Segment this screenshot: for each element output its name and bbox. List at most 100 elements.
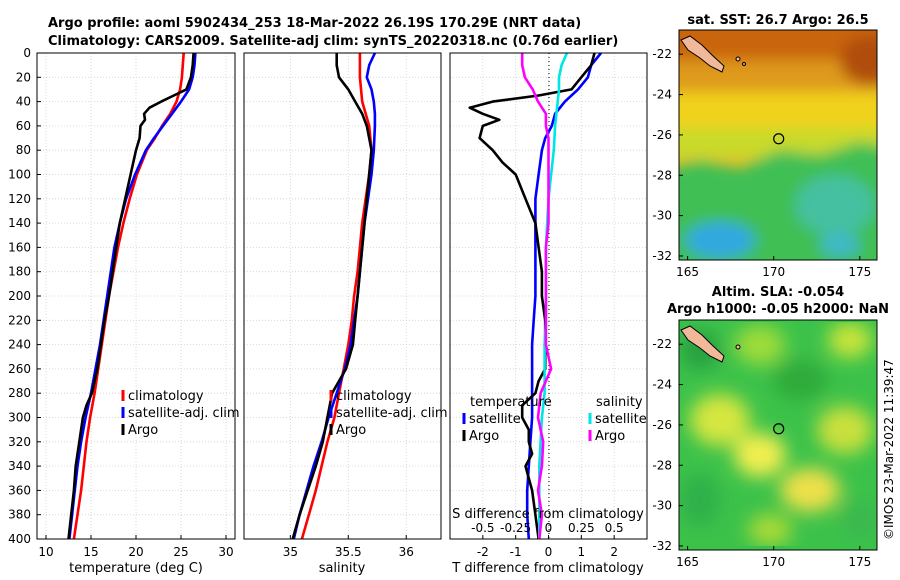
map-x-tick-label: 175 <box>848 555 871 569</box>
x-tick-label: -2 <box>477 545 489 559</box>
map-x-tick-label: 170 <box>762 265 785 279</box>
sla-profile-marker <box>773 423 785 435</box>
y-tick-label: 360 <box>8 483 31 497</box>
map-y-tick-label: -24 <box>652 88 672 102</box>
sst-map: sat. SST: 26.7 Argo: 26.5 165 170 175 -22 -… <box>652 13 878 279</box>
map-y-tick-label: -26 <box>652 418 672 432</box>
salinity-diff-tick-label: 0 <box>545 521 553 535</box>
sla-y-ticks: -22 -24 -26 -28 -30 -32 <box>652 337 683 553</box>
legend-label: satellite-adj. clim <box>128 406 240 421</box>
legend-title: salinity <box>596 395 643 410</box>
timestamp: ©IMOS 23-Mar-2022 11:39:47 <box>882 359 896 540</box>
salinity-diff-legend: salinity satellite Argo <box>588 395 647 444</box>
map-x-tick-label: 170 <box>762 555 785 569</box>
series-line-satellite-adj-clim <box>68 52 197 540</box>
salinity-diff-tick-label: -0.5 <box>471 521 494 535</box>
legend-entries: satellite Argo <box>462 412 521 444</box>
salinity-legend: climatology satellite-adj. clim Argo <box>329 389 448 438</box>
sst-map-box <box>678 29 878 261</box>
y-tick-label: 140 <box>8 216 31 230</box>
temperature-x-label: temperature (deg C) <box>69 561 203 576</box>
temperature-diff-legend: temperature satellite Argo <box>462 395 552 444</box>
map-y-tick-label: -28 <box>652 168 672 182</box>
series-line-temperature-satellite <box>525 52 603 540</box>
y-tick-label: 400 <box>8 532 31 546</box>
new-caledonia-land-sst <box>680 35 725 73</box>
salinity-series <box>291 52 377 540</box>
x-tick-label: 36 <box>399 545 414 559</box>
y-tick-label: 40 <box>16 95 31 109</box>
sst-map-title: sat. SST: 26.7 Argo: 26.5 <box>687 13 868 28</box>
legend-label: Argo <box>469 429 499 444</box>
y-tick-label: 260 <box>8 362 31 376</box>
x-tick-label: 25 <box>173 545 188 559</box>
x-tick-label: 2 <box>610 545 618 559</box>
sla-map-title-line2: Argo h1000: -0.05 h2000: NaN <box>667 302 889 317</box>
salinity-diff-tick-label: 0.5 <box>605 521 624 535</box>
series-line-temperature-argo <box>468 52 596 540</box>
x-tick-label: 1 <box>578 545 586 559</box>
salinity-diff-label: S difference from climatology <box>452 507 644 522</box>
difference-x-ticks: -2 -1 0 1 2 <box>477 535 618 559</box>
series-line-argo <box>291 53 373 540</box>
figure-title-line1: Argo profile: aoml 5902434_253 18-Mar-20… <box>48 16 581 31</box>
x-tick-label: 20 <box>128 545 143 559</box>
salinity-x-label: salinity <box>319 561 366 576</box>
difference-x-label: T difference from climatology <box>451 561 644 576</box>
y-tick-label: 200 <box>8 289 31 303</box>
legend-label: Argo <box>595 429 625 444</box>
map-y-tick-label: -30 <box>652 209 672 223</box>
new-caledonia-land-sla <box>680 325 725 363</box>
x-tick-label: 30 <box>218 545 233 559</box>
y-tick-label: 60 <box>16 119 31 133</box>
salinity-panel: 35 35.5 36 salinity climatology satellite-a… <box>243 52 448 576</box>
y-tick-label: 180 <box>8 265 31 279</box>
difference-series <box>468 52 603 540</box>
series-line-salinity-argo <box>520 53 553 540</box>
map-x-tick-label: 175 <box>848 265 871 279</box>
y-tick-label: 280 <box>8 386 31 400</box>
y-tick-label: 340 <box>8 459 31 473</box>
map-x-tick-label: 165 <box>676 265 699 279</box>
y-tick-label: 120 <box>8 192 31 206</box>
temperature-legend: climatology satellite-adj. clim Argo <box>121 389 240 438</box>
temperature-x-ticks: 10 15 20 25 30 <box>38 535 234 559</box>
series-line-argo <box>67 52 195 540</box>
sst-x-ticks: 165 170 175 <box>676 256 871 279</box>
y-tick-label: 240 <box>8 338 31 352</box>
temperature-y-ticks: 0 20 40 60 80 100 120 140 160 180 200 220 240 260 280 3… <box>8 46 41 546</box>
legend-label: satellite <box>469 412 521 427</box>
y-tick-label: 300 <box>8 411 31 425</box>
map-y-tick-label: -26 <box>652 128 672 142</box>
salinity-x-ticks: 35 35.5 36 <box>283 535 414 559</box>
legend-label: climatology <box>128 389 204 404</box>
map-y-tick-label: -30 <box>652 499 672 513</box>
temperature-grid <box>37 52 235 540</box>
y-tick-label: 220 <box>8 313 31 327</box>
x-tick-label: 15 <box>83 545 98 559</box>
map-y-tick-label: -22 <box>652 47 672 61</box>
y-tick-label: 20 <box>16 70 31 84</box>
salinity-diff-tick-labels: -0.5 -0.25 0 0.25 0.5 <box>471 521 624 535</box>
map-y-tick-label: -32 <box>652 249 672 263</box>
sla-map: Altim. SLA: -0.054 Argo h1000: -0.05 h20… <box>652 285 889 569</box>
y-tick-label: 100 <box>8 168 31 182</box>
sla-x-ticks: 165 170 175 <box>676 546 871 569</box>
x-tick-label: 0 <box>545 545 553 559</box>
salinity-grid <box>244 52 441 540</box>
y-tick-label: 80 <box>16 143 31 157</box>
y-tick-label: 320 <box>8 435 31 449</box>
legend-entries: satellite Argo <box>588 412 647 444</box>
x-tick-label: 35.5 <box>335 545 362 559</box>
map-y-tick-label: -24 <box>652 378 672 392</box>
x-tick-label: 35 <box>283 545 298 559</box>
sla-field <box>679 320 877 550</box>
sla-map-title-line1: Altim. SLA: -0.054 <box>712 285 844 300</box>
legend-title: temperature <box>470 395 552 410</box>
legend-label: Argo <box>336 423 366 438</box>
legend-label: Argo <box>128 423 158 438</box>
series-line-climatology <box>300 53 373 540</box>
y-tick-label: 380 <box>8 508 31 522</box>
map-y-tick-label: -22 <box>652 337 672 351</box>
